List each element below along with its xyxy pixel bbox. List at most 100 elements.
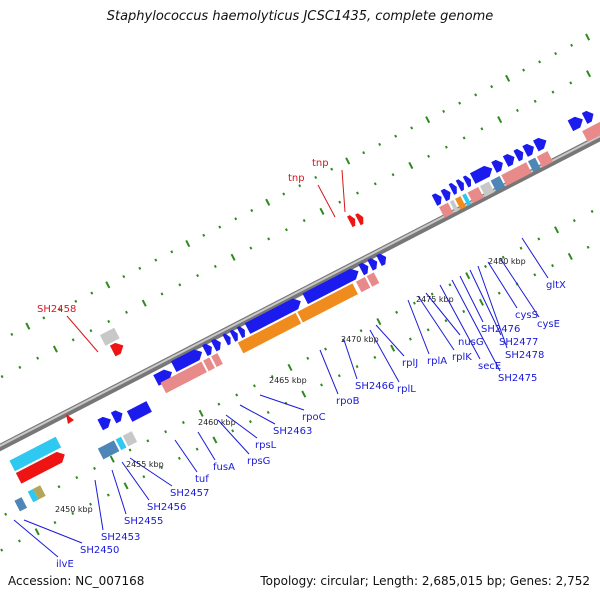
label-connector bbox=[239, 404, 276, 425]
tick-mark bbox=[122, 275, 126, 279]
label-connector bbox=[94, 479, 104, 531]
label-connector bbox=[225, 414, 258, 439]
gene-arrow bbox=[109, 342, 124, 357]
gene-label[interactable]: SH2458 bbox=[37, 304, 76, 315]
genome-summary-text: Topology: circular; Length: 2,685,015 bp… bbox=[260, 574, 590, 588]
gene-arrow bbox=[567, 116, 583, 132]
label-connector bbox=[341, 169, 346, 213]
gene-label[interactable]: SH2456 bbox=[147, 502, 186, 513]
label-connector bbox=[499, 257, 540, 318]
tick-mark bbox=[164, 430, 168, 434]
gene-features bbox=[9, 110, 600, 512]
tick-mark bbox=[314, 175, 318, 180]
gene-arrow bbox=[302, 268, 359, 305]
tick-mark bbox=[362, 151, 366, 155]
gene-block bbox=[97, 440, 120, 460]
gene-label[interactable]: SH2450 bbox=[80, 545, 119, 556]
tick-mark bbox=[217, 402, 221, 406]
tick-mark bbox=[570, 43, 574, 47]
gene-label[interactable]: SH2475 bbox=[498, 373, 537, 384]
gene-label[interactable]: SH2466 bbox=[355, 381, 394, 392]
gene-label[interactable]: tnp bbox=[288, 173, 305, 184]
gene-label[interactable]: rpoC bbox=[302, 412, 326, 423]
tick-mark bbox=[395, 310, 399, 314]
label-connector bbox=[259, 394, 305, 411]
tick-mark bbox=[42, 316, 46, 320]
gene-label[interactable]: tnp bbox=[312, 158, 329, 169]
gene-block bbox=[366, 272, 380, 287]
tick-mark bbox=[551, 264, 555, 268]
gene-label[interactable]: rplK bbox=[452, 352, 472, 363]
tick-mark bbox=[522, 68, 526, 72]
kbp-label: 2475 kbp bbox=[416, 295, 454, 304]
gene-label[interactable]: SH2463 bbox=[273, 426, 312, 437]
gene-arrow bbox=[502, 153, 515, 167]
label-connector bbox=[66, 315, 99, 353]
label-connectors bbox=[13, 169, 549, 558]
gene-label[interactable]: rplJ bbox=[402, 358, 418, 369]
gene-label[interactable]: rpoB bbox=[336, 396, 360, 407]
gene-label[interactable]: SH2455 bbox=[124, 516, 163, 527]
tick-mark bbox=[93, 466, 96, 470]
gene-label[interactable]: rplA bbox=[427, 356, 447, 367]
gene-label[interactable]: secE bbox=[478, 361, 501, 372]
gene-label[interactable]: nusG bbox=[458, 337, 484, 348]
gene-block bbox=[355, 276, 371, 293]
gene-label[interactable]: rpsG bbox=[247, 456, 270, 467]
tick-mark bbox=[10, 332, 14, 336]
tick-mark bbox=[52, 345, 58, 353]
tick-mark bbox=[586, 245, 590, 249]
tick-mark bbox=[234, 217, 238, 221]
kbp-label: 2465 kbp bbox=[269, 376, 307, 385]
gene-block bbox=[122, 431, 138, 447]
gene-block bbox=[527, 157, 541, 172]
gene-label[interactable]: SH2477 bbox=[499, 337, 538, 348]
gene-arrow bbox=[210, 338, 221, 352]
tick-mark bbox=[444, 145, 448, 149]
gene-label[interactable]: SH2478 bbox=[505, 350, 544, 361]
kbp-label: 2455 kbp bbox=[126, 460, 164, 469]
gene-arrow bbox=[244, 298, 301, 334]
gene-arrow bbox=[376, 253, 387, 267]
tick-mark bbox=[474, 93, 478, 97]
label-connector bbox=[487, 261, 518, 309]
tick-mark bbox=[196, 274, 200, 278]
gene-arrow bbox=[229, 329, 238, 342]
accession-text: Accession: NC_007168 bbox=[8, 574, 145, 588]
tick-mark bbox=[505, 74, 511, 82]
gene-label[interactable]: gltX bbox=[546, 280, 566, 291]
tick-mark bbox=[519, 246, 523, 250]
gene-arrow bbox=[170, 349, 203, 373]
gene-label[interactable]: rplL bbox=[397, 384, 416, 395]
tick-mark bbox=[249, 246, 253, 250]
label-connector bbox=[23, 519, 83, 544]
gene-label[interactable]: SH2457 bbox=[170, 488, 209, 499]
tick-mark bbox=[34, 528, 40, 536]
gene-block bbox=[115, 436, 127, 451]
gene-label[interactable]: SH2476 bbox=[481, 324, 520, 335]
gene-arrow bbox=[455, 179, 464, 192]
gene-label[interactable]: rpsL bbox=[255, 440, 277, 451]
tick-mark bbox=[497, 116, 503, 124]
label-connector bbox=[121, 461, 150, 501]
gene-block bbox=[449, 199, 459, 213]
gene-label[interactable]: SH2453 bbox=[101, 532, 140, 543]
tick-mark bbox=[154, 258, 158, 262]
gene-label[interactable]: cysS bbox=[515, 310, 538, 321]
tick-mark bbox=[212, 436, 218, 444]
tick-mark bbox=[590, 209, 594, 214]
tick-mark bbox=[248, 420, 252, 424]
tick-mark bbox=[320, 383, 324, 387]
tick-mark bbox=[412, 301, 416, 305]
tick-mark bbox=[213, 264, 217, 269]
gene-label[interactable]: tuf bbox=[195, 474, 209, 485]
tick-mark bbox=[146, 439, 150, 443]
gene-label[interactable]: fusA bbox=[213, 462, 235, 473]
tick-mark bbox=[71, 338, 75, 342]
gene-label[interactable]: cysE bbox=[537, 319, 560, 330]
tick-mark bbox=[515, 108, 519, 113]
label-connector bbox=[317, 184, 336, 218]
tick-mark bbox=[567, 252, 573, 261]
tick-mark bbox=[177, 456, 181, 460]
gene-label[interactable]: ilvE bbox=[56, 559, 74, 570]
